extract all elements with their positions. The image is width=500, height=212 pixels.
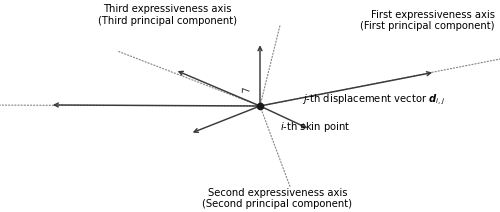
Text: Third expressiveness axis
(Third principal component): Third expressiveness axis (Third princip… (98, 4, 237, 26)
Text: Second expressiveness axis
(Second principal component): Second expressiveness axis (Second princ… (202, 188, 352, 209)
Text: $j$-th displacement vector $\boldsymbol{d}_{i,j}$: $j$-th displacement vector $\boldsymbol{… (302, 92, 446, 107)
Text: First expressiveness axis
(First principal component): First expressiveness axis (First princip… (360, 10, 495, 31)
Text: $i$-th skin point: $i$-th skin point (280, 120, 350, 134)
